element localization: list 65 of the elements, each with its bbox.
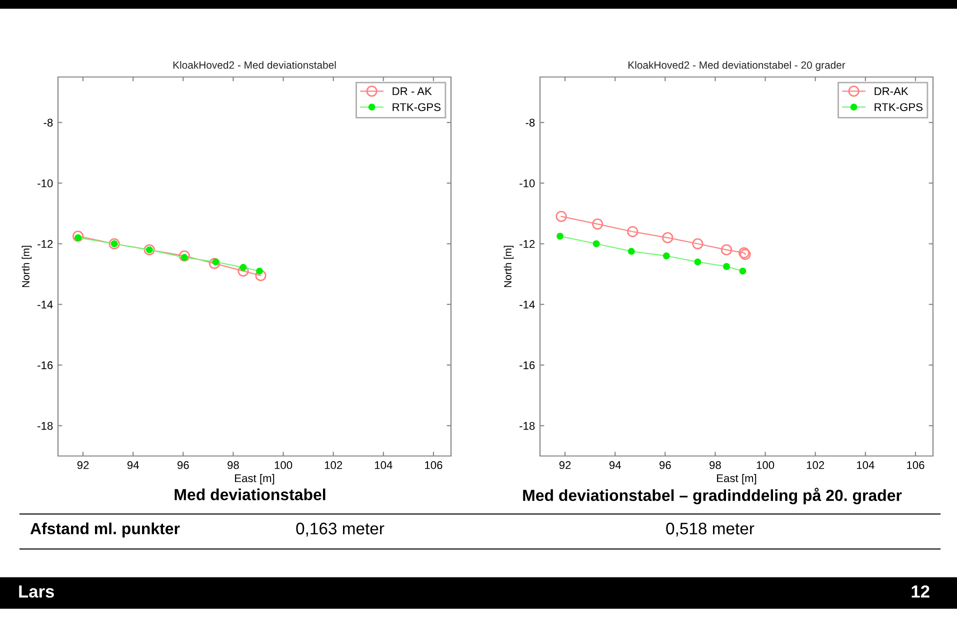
legend-label: DR - AK xyxy=(392,87,432,96)
point xyxy=(556,232,564,240)
legend-label: DR-AK xyxy=(874,87,908,96)
x-tick-label: 96 xyxy=(660,461,671,470)
y-tick-label: -14 xyxy=(520,300,535,308)
x-tick-label: 98 xyxy=(710,461,721,470)
point xyxy=(720,244,732,256)
x-tick-label: 100 xyxy=(756,461,774,470)
text: Med deviationstabel – gradinddeling på 20. grader xyxy=(523,488,902,504)
text: Afstand ml. punkter xyxy=(30,522,180,538)
point xyxy=(628,248,635,255)
point xyxy=(556,210,567,222)
point xyxy=(240,264,247,271)
text: 0,163 meter xyxy=(296,522,384,536)
x-tick-label: 106 xyxy=(425,461,442,470)
x-tick-label: 104 xyxy=(856,461,874,470)
chart-title: KloakHoved2 - Med deviationstabel xyxy=(173,61,336,69)
point xyxy=(692,238,704,250)
point xyxy=(238,265,249,277)
y-tick-label: -10 xyxy=(38,179,53,188)
y-tick-label: -14 xyxy=(38,300,53,308)
x-axis-title: East [m] xyxy=(235,474,274,484)
x-tick-label: 92 xyxy=(559,461,571,470)
y-tick-label: -12 xyxy=(520,240,535,248)
point xyxy=(256,268,263,275)
x-tick-label: 96 xyxy=(178,461,189,470)
y-tick-label: -16 xyxy=(520,361,535,370)
point xyxy=(723,263,730,270)
x-axis-title: East [m] xyxy=(717,474,756,484)
point xyxy=(662,252,670,260)
x-tick-label: 102 xyxy=(806,461,824,470)
point xyxy=(255,270,266,282)
x-tick-label: 94 xyxy=(127,461,139,470)
y-tick-label: -12 xyxy=(38,240,53,248)
y-axis-title: North [m] xyxy=(22,246,32,288)
point xyxy=(739,268,746,275)
point xyxy=(662,232,674,244)
point xyxy=(694,258,702,266)
point xyxy=(592,240,600,248)
text: Med deviationstabel xyxy=(174,488,326,500)
x-tick-label: 98 xyxy=(228,461,239,470)
legend-label: RTK-GPS xyxy=(874,103,922,112)
x-tick-label: 102 xyxy=(324,461,342,470)
x-tick-label: 94 xyxy=(609,461,621,470)
text: 12 xyxy=(912,585,930,598)
text: 0,518 meter xyxy=(666,522,754,536)
y-tick-label: -18 xyxy=(520,422,535,430)
legend-label: RTK-GPS xyxy=(392,103,440,112)
y-tick-label: -8 xyxy=(526,118,535,127)
point xyxy=(592,218,604,230)
point xyxy=(178,250,190,262)
y-tick-label: -16 xyxy=(38,361,53,370)
text: Lars xyxy=(19,586,54,598)
x-tick-label: 106 xyxy=(907,461,924,470)
chart-title: KloakHoved2 - Med deviationstabel - 20 grader xyxy=(628,61,846,71)
y-tick-label: -10 xyxy=(520,179,535,188)
y-axis-title: North [m] xyxy=(504,246,514,288)
point xyxy=(72,230,84,242)
y-tick-label: -8 xyxy=(44,118,53,127)
point xyxy=(208,258,220,270)
point xyxy=(627,226,638,238)
x-tick-label: 92 xyxy=(77,461,89,470)
x-tick-label: 104 xyxy=(374,461,392,470)
y-tick-label: -18 xyxy=(38,422,53,430)
x-tick-label: 100 xyxy=(274,461,292,470)
